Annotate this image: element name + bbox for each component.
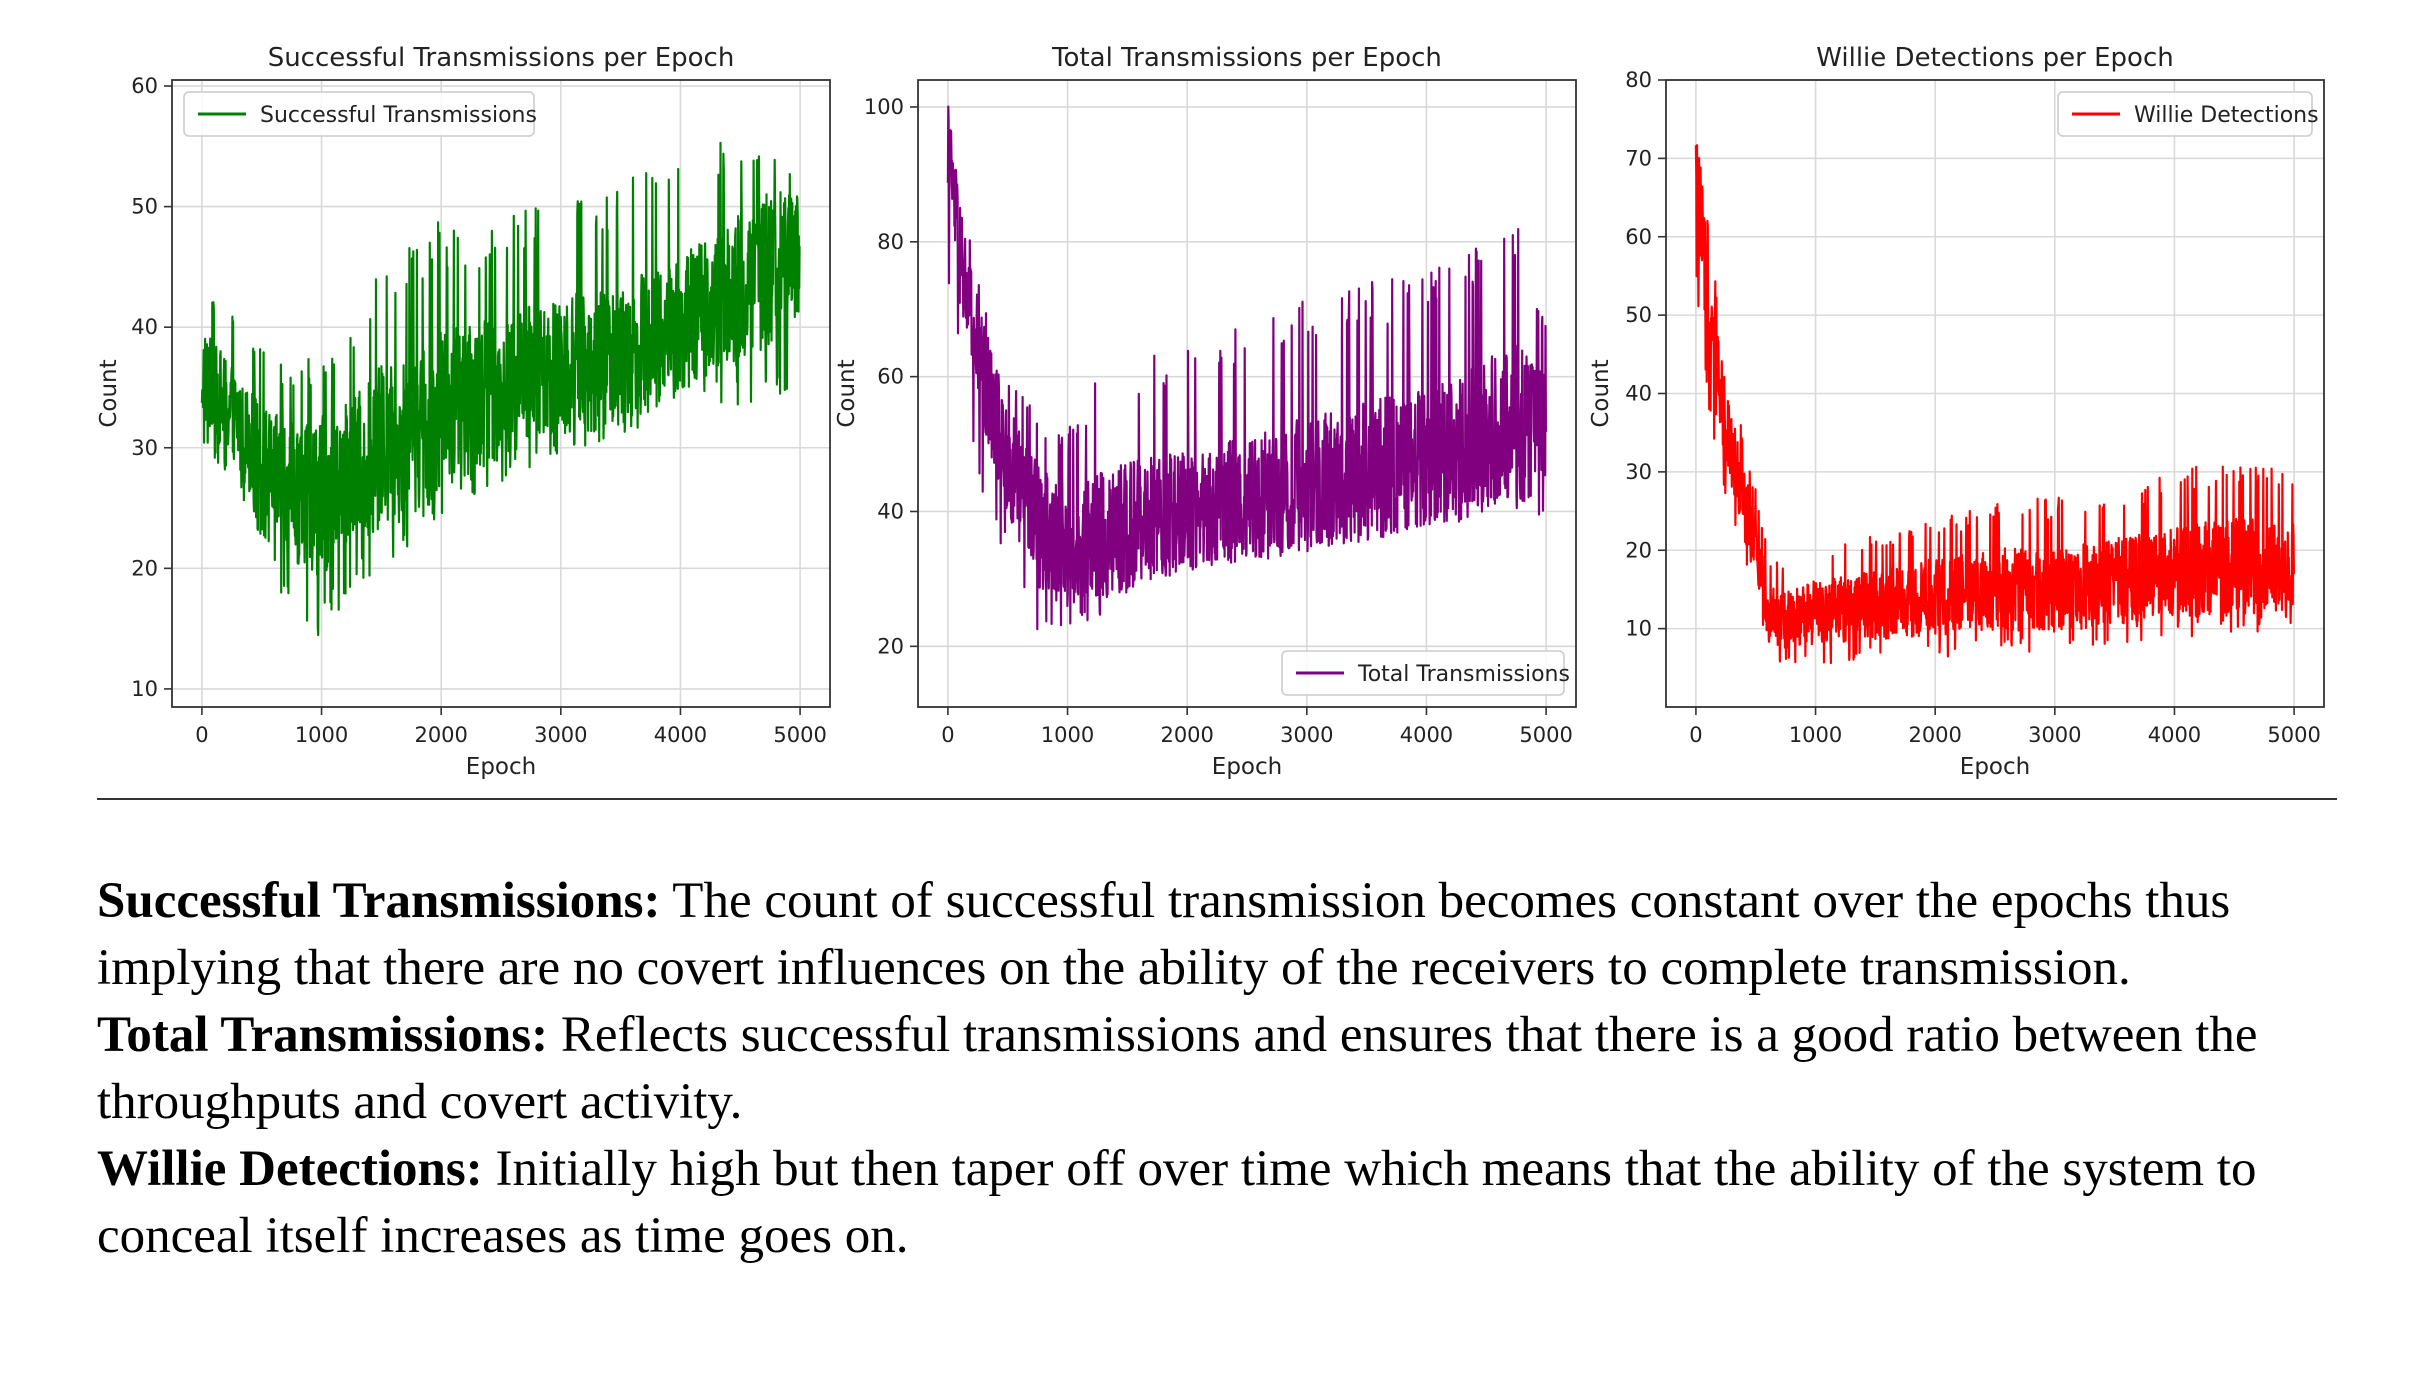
series-line	[1694, 144, 2295, 665]
x-tick-label: 0	[941, 723, 954, 747]
plot-frame	[917, 79, 1577, 708]
divider-line	[97, 798, 2337, 800]
y-axis-label: Count	[96, 359, 122, 427]
x-tick-label: 4000	[2148, 723, 2201, 747]
x-tick-label: 3000	[534, 723, 587, 747]
caption-willie: Willie Detections: Initially high but th…	[97, 1136, 2337, 1270]
plot-frame	[1665, 79, 2325, 708]
y-tick-label: 80	[1625, 68, 1652, 92]
caption-label: Willie Detections:	[97, 1141, 483, 1197]
chart-title: Successful Transmissions per Epoch	[268, 43, 735, 73]
legend-box	[183, 91, 535, 137]
y-tick-label: 50	[1625, 303, 1652, 327]
x-tick-label: 1000	[295, 723, 348, 747]
x-tick-label: 3000	[2028, 723, 2081, 747]
caption-text: Initially high but then taper off over t…	[97, 1141, 2257, 1264]
legend-box	[1281, 650, 1565, 696]
caption-text: Reflects successful transmissions and en…	[97, 1007, 2258, 1130]
series-line	[200, 141, 801, 637]
legend: Successful Transmissions	[183, 91, 537, 137]
y-tick-label: 40	[131, 315, 158, 339]
chart-3: Willie Detections per Epoch 0 1000 2000 3000…	[1588, 43, 2325, 780]
x-tick-label: 4000	[1400, 723, 1453, 747]
y-tick-label: 20	[1625, 538, 1652, 562]
x-tick-label: 2000	[1908, 723, 1961, 747]
plot-frame	[171, 79, 831, 708]
x-tick-label: 5000	[1519, 723, 1572, 747]
y-tick-label: 10	[131, 677, 158, 701]
legend-label: Willie Detections	[2134, 103, 2319, 128]
caption-label: Successful Transmissions:	[97, 873, 661, 929]
y-tick-label: 80	[877, 230, 904, 254]
y-tick-label: 10	[1625, 617, 1652, 641]
y-tick-label: 70	[1625, 146, 1652, 170]
legend-label: Successful Transmissions	[260, 103, 537, 128]
y-tick-label: 40	[1625, 382, 1652, 406]
y-axis-label: Count	[1588, 359, 1614, 427]
y-tick-label: 30	[131, 436, 158, 460]
x-axis-label: Epoch	[1212, 754, 1282, 780]
y-tick-label: 40	[877, 499, 904, 523]
y-tick-label: 20	[877, 634, 904, 658]
y-tick-label: 60	[1625, 225, 1652, 249]
x-axis-label: Epoch	[1960, 754, 2030, 780]
legend: Willie Detections	[2057, 91, 2319, 137]
x-tick-label: 4000	[654, 723, 707, 747]
x-tick-label: 1000	[1789, 723, 1842, 747]
x-tick-label: 0	[195, 723, 208, 747]
y-tick-label: 30	[1625, 460, 1652, 484]
x-tick-label: 2000	[414, 723, 467, 747]
series-line	[946, 105, 1548, 631]
y-tick-label: 20	[131, 556, 158, 580]
chart-2: Total Transmissions per Epoch 0 1000 2000 30…	[834, 43, 1577, 780]
y-tick-label: 60	[131, 74, 158, 98]
y-tick-label: 60	[877, 365, 904, 389]
x-tick-label: 1000	[1041, 723, 1094, 747]
x-tick-label: 5000	[773, 723, 826, 747]
x-tick-label: 2000	[1160, 723, 1213, 747]
legend: Total Transmissions	[1281, 650, 1570, 696]
x-tick-label: 3000	[1280, 723, 1333, 747]
x-tick-label: 5000	[2267, 723, 2320, 747]
chart-1: Successful Transmissions per Epoch 0 1000 2…	[96, 43, 831, 780]
grid	[1666, 79, 2324, 707]
caption-text: The count of successful transmission bec…	[97, 873, 2231, 996]
x-tick-label: 0	[1689, 723, 1702, 747]
caption-successful: Successful Transmissions: The count of s…	[97, 868, 2337, 1002]
legend-box	[2057, 91, 2313, 137]
chart-title: Willie Detections per Epoch	[1816, 43, 2173, 73]
x-axis-label: Epoch	[466, 754, 536, 780]
caption-total: Total Transmissions: Reflects successful…	[97, 1002, 2337, 1136]
y-tick-label: 100	[864, 95, 904, 119]
caption-block: Successful Transmissions: The count of s…	[97, 868, 2337, 1270]
chart-title: Total Transmissions per Epoch	[1051, 43, 1442, 73]
y-tick-label: 50	[131, 195, 158, 219]
legend-label: Total Transmissions	[1357, 662, 1570, 687]
charts-row: Successful Transmissions per Epoch 0 1000 2…	[96, 43, 2325, 780]
caption-label: Total Transmissions:	[97, 1007, 549, 1063]
y-axis-label: Count	[834, 359, 860, 427]
